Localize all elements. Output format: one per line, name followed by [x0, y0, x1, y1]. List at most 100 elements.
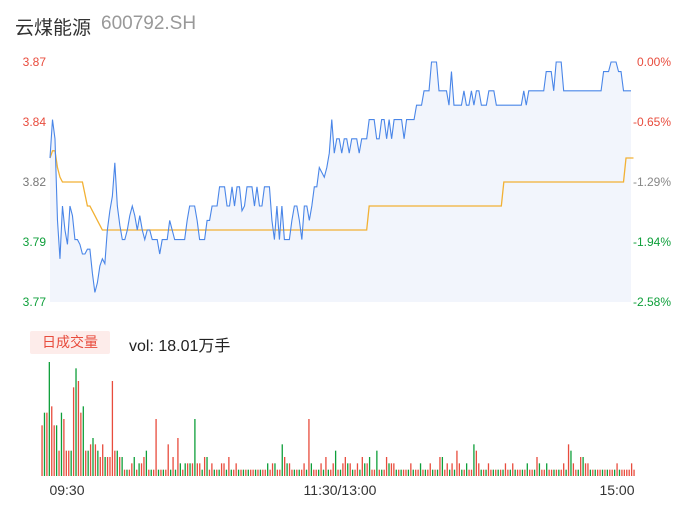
volume-bar — [325, 457, 327, 476]
volume-bar — [555, 469, 558, 476]
volume-bar — [186, 463, 189, 476]
volume-bar — [354, 469, 356, 476]
volume-bar — [580, 457, 582, 476]
volume-bar — [157, 469, 160, 476]
volume-bar — [594, 469, 596, 476]
volume-bar — [123, 469, 126, 476]
volume-bar — [184, 463, 186, 476]
volume-bar — [150, 469, 152, 476]
volume-bar — [262, 469, 264, 476]
price-tick-label: 3.82 — [23, 175, 47, 189]
volume-bar — [521, 469, 524, 476]
volume-bar — [70, 450, 72, 476]
volume-bar — [225, 469, 228, 476]
volume-bar — [565, 469, 567, 476]
volume-bar — [582, 457, 584, 476]
volume-bar — [630, 463, 633, 476]
volume-bar — [60, 412, 63, 476]
volume-label: vol: — [129, 338, 159, 355]
volume-bar — [577, 469, 579, 476]
volume-bar — [240, 469, 242, 476]
volume-bar — [75, 368, 77, 476]
volume-bar — [43, 412, 46, 476]
volume-bar — [228, 457, 230, 476]
volume-bar — [519, 469, 521, 476]
volume-bar — [172, 457, 174, 476]
volume-bar — [201, 469, 203, 476]
volume-bar — [618, 469, 621, 476]
percent-tick-label: -0.65% — [633, 115, 671, 129]
volume-bar — [395, 469, 397, 476]
volume-bar — [604, 469, 606, 476]
volume-bar — [526, 463, 528, 476]
price-area — [50, 62, 631, 302]
volume-bar — [499, 469, 502, 476]
volume-bar — [223, 463, 225, 476]
volume-bar — [368, 457, 371, 476]
volume-tag: 日成交量 — [30, 331, 110, 354]
volume-bar — [308, 419, 310, 476]
volume-bar — [322, 469, 325, 476]
volume-bar — [451, 463, 453, 476]
volume-bar — [140, 463, 143, 476]
volume-bar — [337, 469, 339, 476]
volume-bar — [131, 463, 133, 476]
time-axis: 09:30 11:30/13:00 15:00 — [49, 482, 634, 498]
volume-bar — [407, 469, 410, 476]
volume-bar — [55, 425, 58, 476]
volume-bar — [310, 463, 313, 476]
volume-bar — [419, 463, 422, 476]
volume-bar — [628, 469, 630, 476]
volume-bar — [213, 469, 215, 476]
volume-bar — [548, 469, 550, 476]
volume-bar — [410, 463, 412, 476]
volume-bar — [621, 469, 623, 476]
volume-bar — [468, 469, 470, 476]
volume-bar — [536, 457, 538, 476]
volume-bar — [601, 469, 604, 476]
volume-bar — [417, 469, 419, 476]
volume-bar — [584, 463, 587, 476]
volume-bar — [94, 444, 97, 476]
volume-bar — [376, 450, 378, 476]
volume-bar — [301, 469, 303, 476]
volume-bar — [412, 469, 414, 476]
volume-bar — [218, 469, 220, 476]
volume-bar — [274, 463, 276, 476]
volume-bar — [373, 469, 376, 476]
volume-bar — [546, 463, 548, 476]
volume-value: 18.01万手 — [158, 338, 231, 355]
volume-bar — [85, 450, 87, 476]
volume-bar — [538, 463, 541, 476]
volume-bar — [458, 463, 461, 476]
volume-bar — [133, 457, 135, 476]
volume-bar — [327, 469, 329, 476]
volume-bar — [480, 469, 482, 476]
volume-bar — [449, 469, 451, 476]
volume-bar — [281, 444, 283, 476]
volume-bar — [570, 450, 572, 476]
time-tick-label: 09:30 — [49, 482, 84, 498]
volume-bar — [315, 469, 317, 476]
volume-bar — [422, 469, 424, 476]
time-tick-label: 15:00 — [599, 482, 634, 498]
volume-bar — [606, 469, 609, 476]
volume-bar — [509, 469, 511, 476]
volume-bar — [531, 469, 533, 476]
volume-bar — [432, 469, 434, 476]
volume-bar — [116, 450, 118, 476]
volume-bar — [465, 463, 468, 476]
volume-bar — [169, 469, 172, 476]
volume-bar — [119, 457, 121, 476]
volume-bar — [497, 469, 499, 476]
volume-bar — [381, 469, 383, 476]
volume-bar — [279, 469, 281, 476]
volume-bar — [330, 469, 332, 476]
volume-bar — [208, 469, 211, 476]
volume-bar — [492, 469, 494, 476]
volume-text: vol: 18.01万手 — [129, 332, 230, 356]
volume-bar — [143, 457, 145, 476]
volume-bar — [470, 469, 473, 476]
volume-bar — [216, 469, 218, 476]
volume-bar — [482, 469, 485, 476]
